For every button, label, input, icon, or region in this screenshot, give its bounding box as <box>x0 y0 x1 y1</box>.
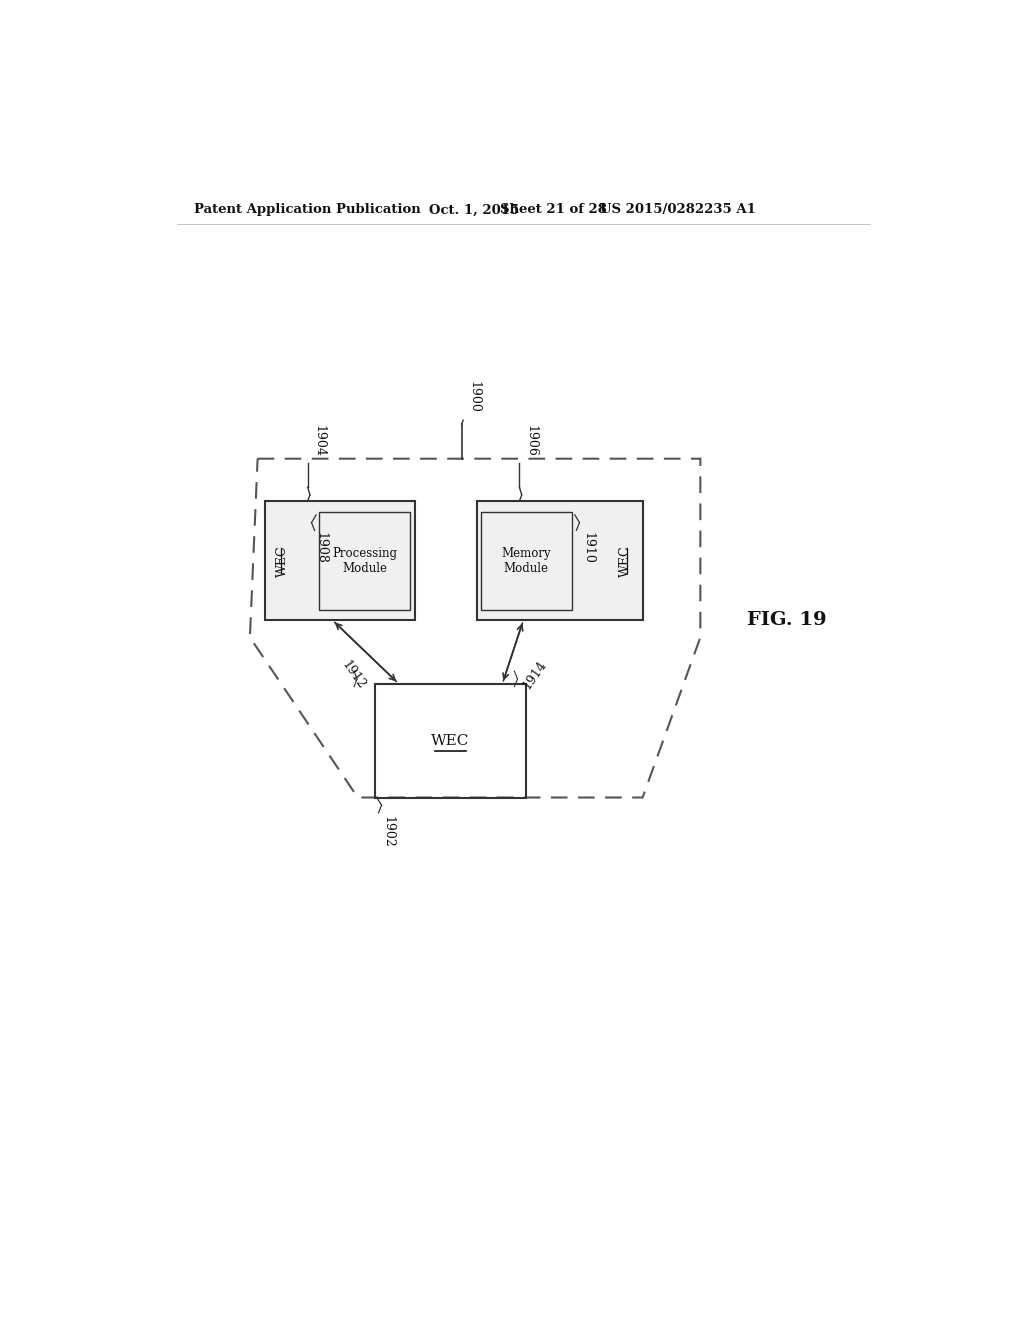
Text: Sheet 21 of 28: Sheet 21 of 28 <box>500 203 607 216</box>
Text: 1908: 1908 <box>314 532 328 564</box>
FancyBboxPatch shape <box>265 502 416 620</box>
Text: 1904: 1904 <box>312 425 326 457</box>
Text: Oct. 1, 2015: Oct. 1, 2015 <box>429 203 519 216</box>
Text: 1912: 1912 <box>339 659 368 692</box>
Text: 1910: 1910 <box>581 532 594 564</box>
Text: WEC: WEC <box>275 545 289 577</box>
Text: FIG. 19: FIG. 19 <box>746 611 826 630</box>
Text: 1914: 1914 <box>520 659 550 692</box>
Text: 1900: 1900 <box>468 380 481 412</box>
Text: US 2015/0282235 A1: US 2015/0282235 A1 <box>600 203 756 216</box>
Text: Processing
Module: Processing Module <box>332 546 397 576</box>
Text: Memory
Module: Memory Module <box>502 546 551 576</box>
Text: WEC: WEC <box>620 545 632 577</box>
Text: WEC: WEC <box>431 734 470 747</box>
FancyBboxPatch shape <box>477 502 643 620</box>
Text: Patent Application Publication: Patent Application Publication <box>194 203 421 216</box>
Text: 1902: 1902 <box>382 816 394 847</box>
Text: 1906: 1906 <box>524 425 537 457</box>
